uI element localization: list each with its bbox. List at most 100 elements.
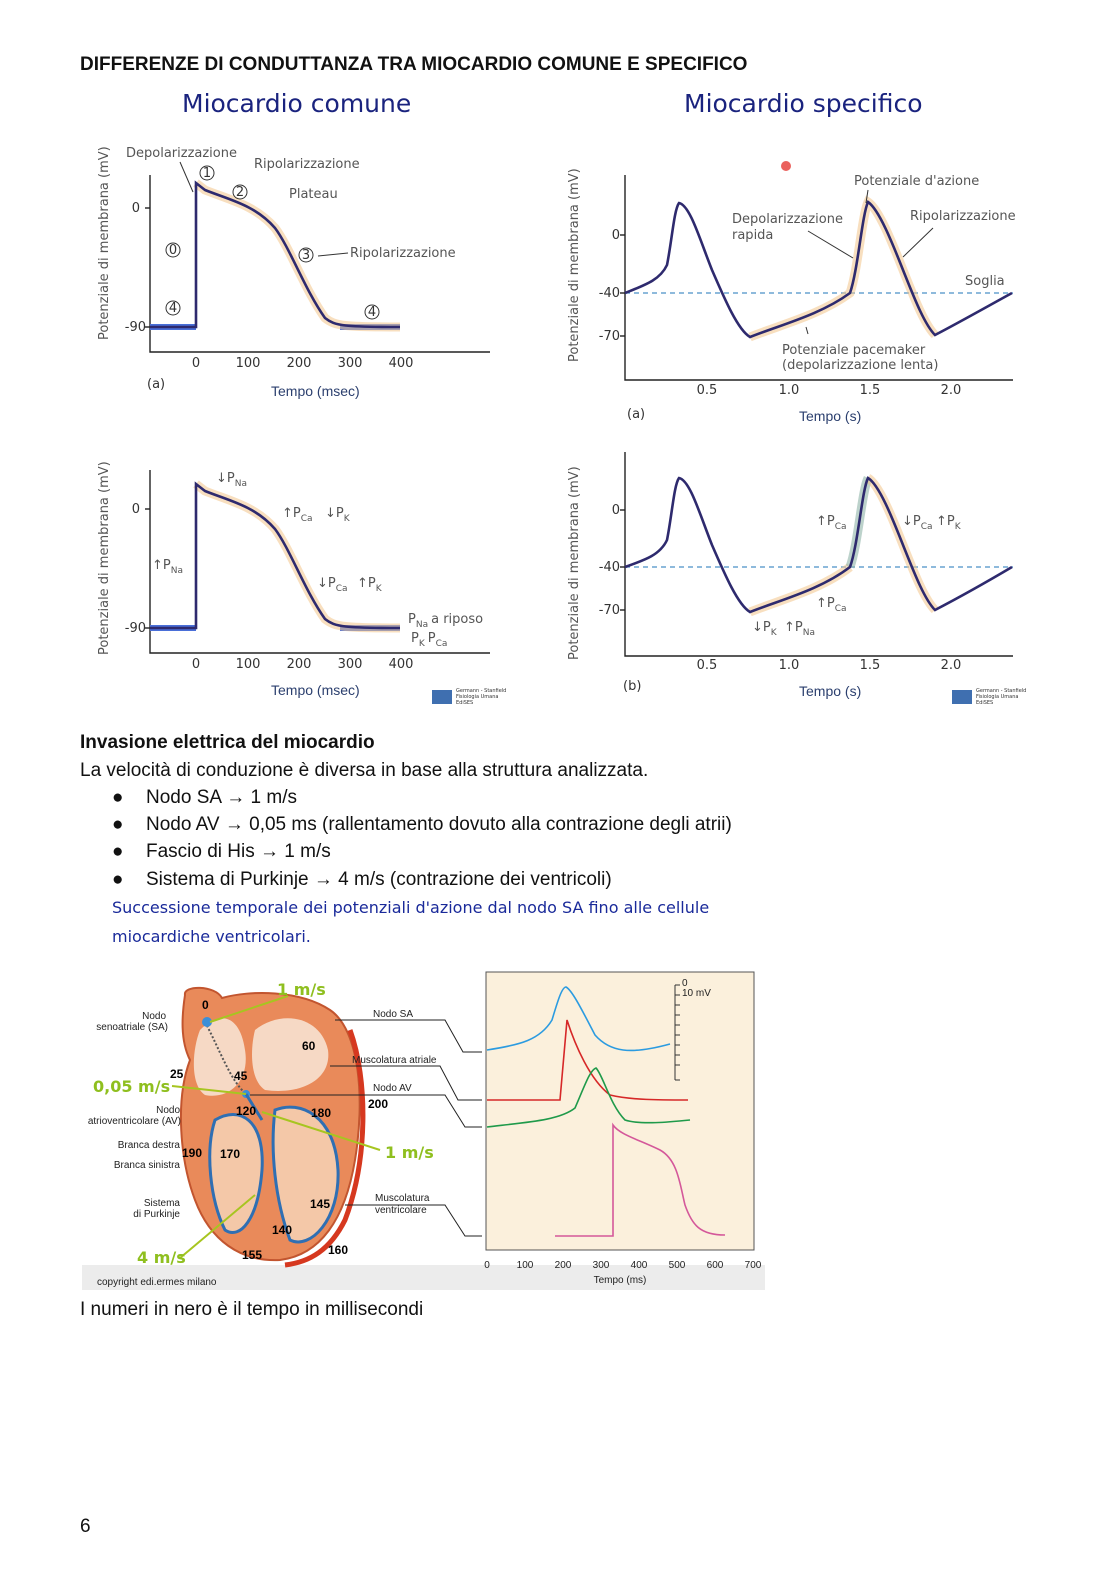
shape	[179, 161, 194, 193]
label: 3	[302, 248, 310, 263]
shape	[149, 175, 490, 353]
label: P	[428, 631, 436, 646]
label: 700	[745, 1260, 762, 1271]
label: ventricolare	[375, 1205, 427, 1216]
label: di Purkinje	[133, 1209, 180, 1220]
label: ↑P	[784, 620, 803, 635]
label: -90	[125, 320, 146, 335]
label: Ca	[436, 639, 448, 649]
shape	[624, 452, 1013, 657]
label: Potenziale di membrana (mV)	[97, 461, 112, 655]
shape	[209, 995, 289, 1023]
shape	[624, 175, 1013, 381]
label: P	[411, 631, 419, 646]
shape	[902, 227, 934, 258]
label: ↓PK	[325, 506, 351, 524]
label: 4 m/s	[137, 1248, 186, 1267]
shape	[208, 1113, 264, 1234]
shape	[486, 1067, 691, 1128]
conduction-figure: Successione temporale dei potenziali d'a…	[82, 895, 765, 1290]
label: Branca destra	[118, 1140, 181, 1151]
label: ↓PK	[752, 620, 778, 638]
bullet: ● Nodo SA → 1 m/s	[112, 787, 297, 809]
shape	[82, 1265, 765, 1290]
label: Nodo AV → 0,05 ms (rallentamento dovuto …	[146, 814, 732, 835]
bullet: ● Nodo AV → 0,05 ms (rallentamento dovuto…	[112, 814, 732, 836]
label: ↓PCa	[902, 514, 933, 532]
label: ↓P	[317, 576, 336, 591]
label: 600	[707, 1260, 724, 1271]
label: Nodo SA → 1 m/s	[146, 787, 298, 808]
label: Tempo (ms)	[594, 1275, 647, 1286]
label: miocardiche ventricolari.	[112, 927, 311, 946]
label: P	[408, 612, 416, 627]
label: Ca	[835, 604, 847, 614]
label: 0	[484, 1260, 490, 1271]
label: 1	[203, 166, 211, 181]
group	[171, 995, 381, 1259]
label: Na	[803, 628, 815, 638]
label: Nodo SA	[373, 1009, 413, 1020]
label: Muscolatura	[375, 1193, 430, 1204]
label: Nodo	[142, 1011, 166, 1022]
label: senoatriale (SA)	[96, 1022, 168, 1033]
shape	[149, 470, 490, 654]
label: a riposo	[431, 612, 483, 627]
label: 155	[242, 1248, 262, 1262]
shape: ●	[112, 869, 124, 890]
label: 0	[612, 503, 620, 518]
shape	[317, 252, 349, 257]
panel-common-b: 0 -90 0 100 200 300 400 Potenziale di me…	[97, 461, 506, 706]
shape	[485, 971, 755, 1251]
label: ↓P	[902, 514, 921, 529]
label: ↑PK	[936, 514, 962, 532]
label: Fisiologia Umana	[456, 694, 498, 700]
label: Germann - Stanfield	[456, 688, 506, 694]
shape	[865, 189, 869, 204]
label: 200	[287, 356, 312, 371]
label: PNa a riposo	[408, 612, 483, 630]
label: K	[419, 639, 426, 649]
label: 500	[669, 1260, 686, 1271]
label: Depolarizzazione	[732, 212, 843, 227]
label: Tempo (msec)	[271, 383, 360, 399]
label: Na	[171, 566, 183, 576]
label: Ripolarizzazione	[254, 157, 360, 172]
label: Ripolarizzazione	[350, 246, 456, 261]
label: 0	[132, 201, 140, 216]
label: 2	[236, 185, 244, 200]
label: ↑P	[282, 506, 301, 521]
label: ↑P	[816, 514, 835, 529]
label: 1 m/s	[385, 1143, 434, 1162]
label: 25	[170, 1067, 184, 1081]
label: ↑P	[816, 596, 835, 611]
label: -70	[599, 329, 620, 344]
label: 1 m/s	[277, 980, 326, 999]
label: Tempo (msec)	[271, 682, 360, 698]
label: 120	[236, 1104, 256, 1118]
label: Sistema di Purkinje → 4 m/s (contrazione…	[146, 869, 612, 890]
label: K	[376, 584, 383, 594]
shape	[284, 1029, 366, 1268]
label: Na	[235, 479, 247, 489]
label: 100	[517, 1260, 534, 1271]
label: 1.0	[779, 383, 800, 398]
label: ↓P	[752, 620, 771, 635]
label: -40	[599, 286, 620, 301]
label: 0.5	[697, 383, 718, 398]
shape: ●	[112, 814, 124, 835]
shape	[624, 476, 1013, 614]
group	[250, 1019, 482, 1237]
shape	[335, 1019, 482, 1053]
section-title: Invasione elettrica del miocardio	[80, 732, 375, 753]
label: 1.5	[860, 383, 881, 398]
label: 140	[272, 1223, 292, 1237]
label: Potenziale di membrana (mV)	[97, 146, 112, 340]
shape	[330, 1065, 482, 1101]
bullet: ● Fascio di His → 1 m/s	[112, 841, 331, 863]
label: 200	[555, 1260, 572, 1271]
label: K	[955, 522, 962, 532]
shape	[364, 304, 380, 320]
